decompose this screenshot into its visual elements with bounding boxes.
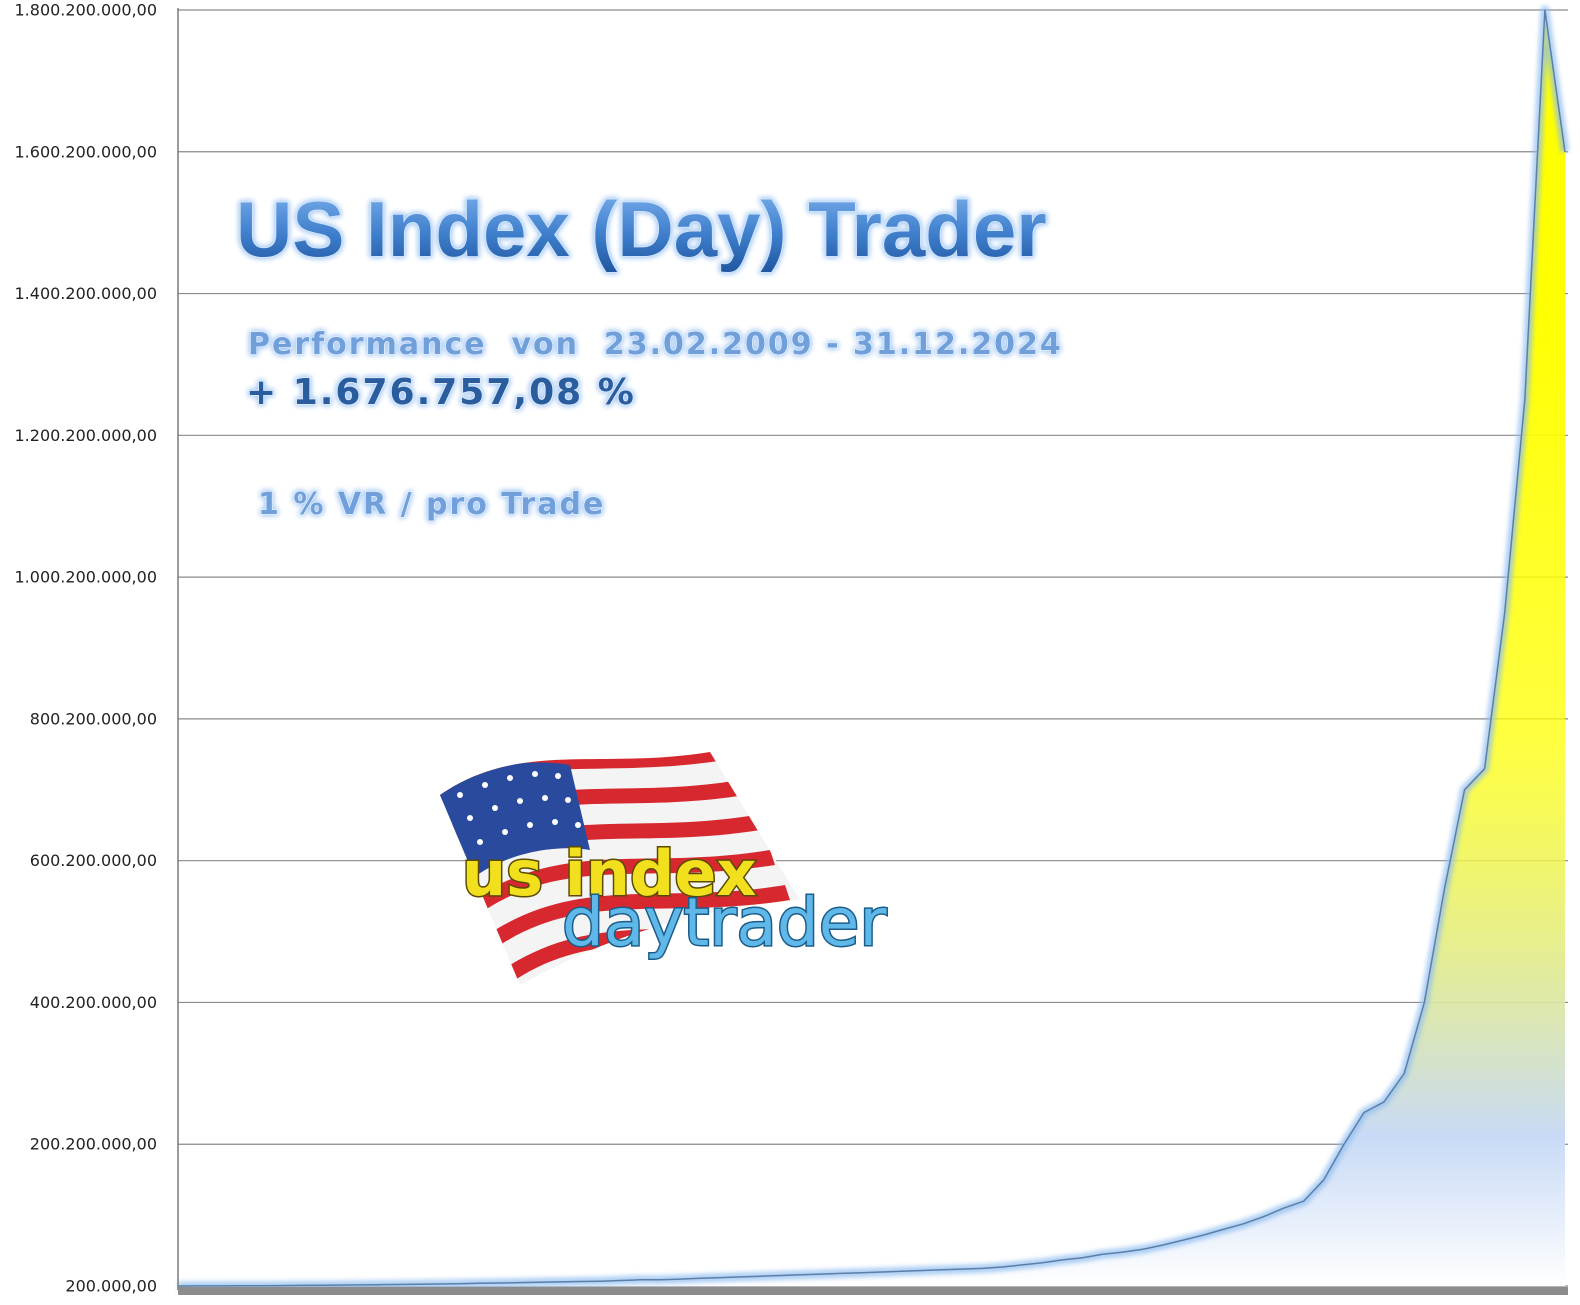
chart-title: US Index (Day) Trader xyxy=(236,185,1047,273)
grid: 200.000,00 200.200.000,00 400.200.000,00 60… xyxy=(15,1,1568,1296)
risk-note: 1 % VR / pro Trade xyxy=(258,487,605,522)
logo-text: us index xyxy=(462,837,756,910)
x-axis xyxy=(178,1287,1568,1295)
y-tick-label: 800.200.000,00 xyxy=(30,709,157,728)
y-tick-label: 1.800.200.000,00 xyxy=(15,1,158,20)
y-tick-label: 1.600.200.000,00 xyxy=(15,142,158,161)
performance: + 1.676.757,08 % xyxy=(246,372,636,413)
plot xyxy=(177,5,1570,1291)
logo-text: daytrader xyxy=(562,884,887,961)
area-line xyxy=(177,9,1566,1287)
y-tick-label: 200.200.000,00 xyxy=(30,1135,157,1154)
y-tick-label: 200.000,00 xyxy=(65,1277,157,1296)
area-fill xyxy=(178,10,1565,1287)
subtitle: Performance von 23.02.2009 - 31.12.2024 xyxy=(248,327,1063,362)
y-tick-label: 1.200.200.000,00 xyxy=(15,426,158,445)
y-tick-label: 1.000.200.000,00 xyxy=(15,568,158,587)
y-tick-label: 400.200.000,00 xyxy=(30,993,157,1012)
y-tick-label: 1.400.200.000,00 xyxy=(15,284,158,303)
y-tick-label: 600.200.000,00 xyxy=(30,851,157,870)
logo: us index daytrader xyxy=(440,752,889,985)
